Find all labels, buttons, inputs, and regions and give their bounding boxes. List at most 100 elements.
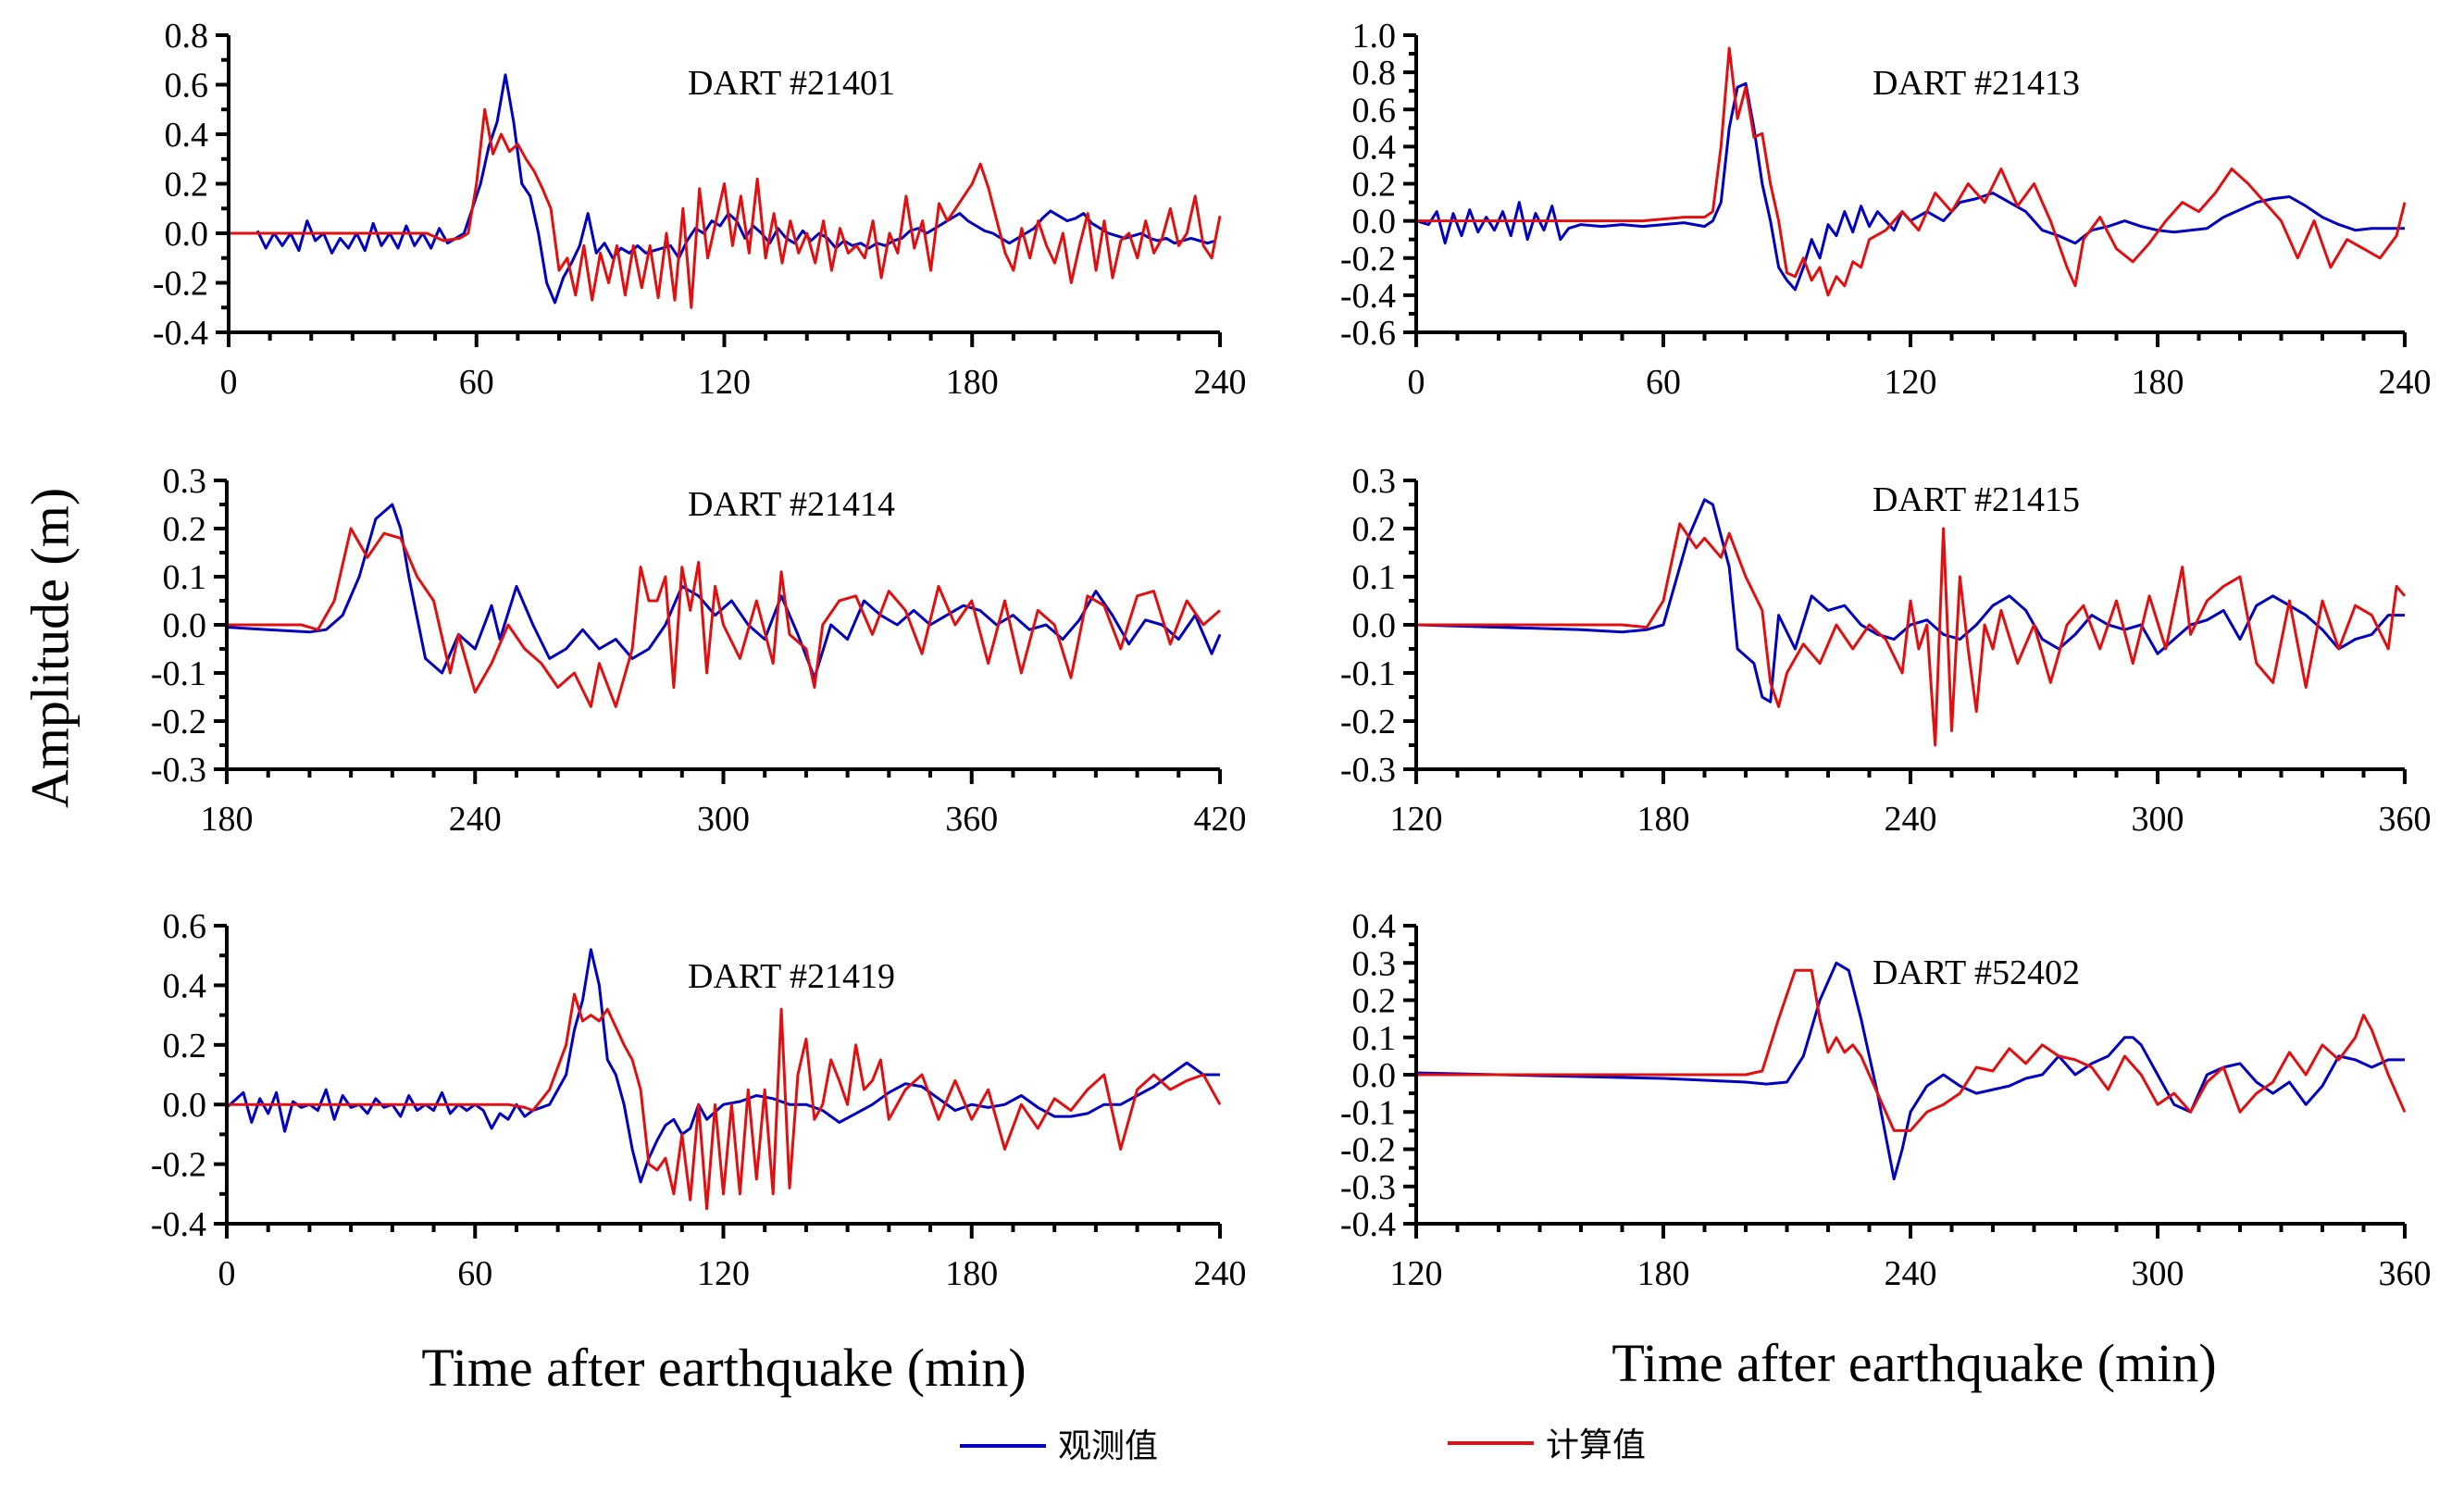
x-tick-label: 60	[1646, 363, 1681, 402]
y-axis-title: Amplitude (m)	[19, 488, 80, 808]
y-tick-label: -0.1	[1340, 1093, 1396, 1132]
panel-1: -0.4 -0.2 0.0 0.2 0.4 0.6 0.8 0 60 120 180 240 DART …	[153, 17, 1247, 402]
y-tick-label: -0.6	[1340, 314, 1396, 353]
x-tick-label: 420	[1194, 800, 1247, 839]
y-tick-label: 0.4	[1352, 128, 1397, 167]
x-axis-title-left: Time after earthquake (min)	[421, 1338, 1026, 1398]
series-computed-line	[1416, 46, 2407, 297]
x-tick-label: 120	[1885, 363, 1937, 402]
y-tick-label: 0.1	[1352, 558, 1397, 597]
y-tick-label: 0.1	[163, 558, 207, 597]
y-tick-label: -0.3	[1340, 1168, 1396, 1207]
panels: -0.4-0.20.00.20.40.60.80 60 120 180 240DART …	[151, 17, 2432, 1293]
series-observed-line	[1415, 961, 2405, 1181]
x-tick-label: 60	[459, 363, 494, 402]
x-tick-label: 300	[2132, 1254, 2184, 1293]
y-tick-label: 0.8	[165, 17, 209, 56]
y-tick-label: 0.6	[1352, 91, 1397, 130]
x-tick-label: 180	[201, 800, 254, 839]
x-tick-label: 180	[2132, 363, 2184, 402]
y-tick-label: 0.8	[1352, 54, 1397, 93]
x-tick-label: 300	[2132, 800, 2184, 839]
x-tick-label: 120	[697, 1254, 750, 1293]
series-computed-line	[229, 107, 1222, 309]
y-tick-label: -0.3	[1340, 751, 1396, 790]
y-tick-label: 1.0	[1352, 17, 1397, 56]
x-tick-label: 240	[2379, 363, 2432, 402]
series-observed-line	[226, 503, 1222, 679]
legend-label-computed: 计算值	[1546, 1426, 1646, 1464]
y-tick-label: 0.6	[163, 907, 207, 946]
y-tick-label: 0.0	[1352, 203, 1397, 242]
series-computed-line	[1416, 968, 2407, 1132]
y-tick-label: -0.2	[153, 265, 208, 304]
x-tick-label: 180	[946, 363, 999, 402]
x-tick-label: 120	[1390, 800, 1443, 839]
x-axis-title-right: Time after earthquake (min)	[1612, 1333, 2216, 1393]
y-tick-label: 0.4	[1352, 907, 1397, 946]
panel-title: DART #52402	[1873, 953, 2080, 992]
y-tick-label: 0.3	[163, 462, 207, 501]
y-tick-label: 0.2	[1352, 166, 1397, 205]
x-tick-label: 360	[945, 800, 998, 839]
x-tick-label: 180	[1637, 800, 1690, 839]
panel-6: -0.4-0.3-0.2-0.10.00.10.20.30.4 120 180 240…	[1340, 907, 2432, 1293]
panel-3: -0.3 -0.2 -0.1 0.0 0.1 0.2 0.3 180 240 300 360 420 D…	[151, 462, 1247, 839]
x-tick-label: 360	[2379, 800, 2432, 839]
y-tick-label: -0.4	[1340, 277, 1396, 316]
x-tick-label: 240	[1194, 1254, 1247, 1293]
legend-label-observed: 观测值	[1058, 1427, 1158, 1465]
y-tick-label: 0.2	[1352, 982, 1397, 1021]
x-tick-label: 240	[449, 800, 502, 839]
x-tick-label: 0	[218, 1254, 236, 1293]
y-tick-label: 0.3	[1352, 944, 1397, 983]
panel-5: -0.4 -0.2 0.0 0.2 0.4 0.6 0 60 120 180 240 DART #21…	[151, 907, 1247, 1293]
y-tick-label: 0.4	[163, 966, 207, 1005]
series-computed-line	[1416, 522, 2407, 747]
series-observed-line	[255, 73, 1216, 305]
x-tick-label: 0	[1408, 363, 1425, 402]
series-computed-line	[227, 527, 1221, 708]
panel-title: DART #21414	[688, 485, 895, 524]
panel-4: -0.3 -0.2 -0.1 0.0 0.1 0.2 0.3 120 180 240 300 360 D…	[1340, 462, 2432, 839]
x-tick-label: 300	[697, 800, 750, 839]
y-tick-label: -0.4	[1340, 1205, 1396, 1244]
y-tick-label: 0.0	[163, 1086, 207, 1125]
y-tick-label: -0.3	[151, 751, 206, 790]
y-tick-label: 0.6	[165, 67, 209, 106]
x-tick-label: 360	[2379, 1254, 2432, 1293]
x-tick-label: 120	[1390, 1254, 1443, 1293]
y-tick-label: -0.1	[151, 654, 206, 693]
x-tick-label: 240	[1885, 1254, 1937, 1293]
panel-title: DART #21401	[688, 64, 895, 103]
y-tick-label: 0.1	[1352, 1019, 1397, 1058]
x-tick-label: 240	[1194, 363, 1247, 402]
series-observed-line	[1415, 81, 2405, 292]
panel-2: -0.6-0.4-0.20.00.20.40.60.81.0 0 60 120 180 2…	[1340, 17, 2432, 402]
y-tick-label: -0.2	[1340, 1131, 1396, 1170]
y-tick-label: 0.2	[1352, 510, 1397, 549]
y-tick-label: -0.4	[151, 1205, 206, 1244]
y-tick-label: -0.2	[151, 703, 206, 741]
x-tick-label: 0	[220, 363, 238, 402]
y-tick-label: 0.0	[1352, 1056, 1397, 1095]
y-tick-label: 0.4	[165, 116, 209, 155]
panel-title: DART #21415	[1873, 480, 2080, 519]
y-tick-label: -0.4	[153, 314, 208, 353]
y-tick-label: -0.2	[151, 1146, 206, 1185]
x-tick-label: 180	[1637, 1254, 1690, 1293]
series-observed-line	[1415, 498, 2405, 704]
y-tick-label: 0.3	[1352, 462, 1397, 501]
x-tick-label: 120	[698, 363, 751, 402]
y-tick-label: 0.0	[163, 606, 207, 645]
y-tick-label: 0.0	[165, 215, 209, 254]
y-tick-label: 0.2	[165, 166, 209, 205]
legend: 观测值 计算值	[960, 1426, 1646, 1465]
series-computed-line	[227, 992, 1222, 1211]
panel-title: DART #21413	[1873, 64, 2080, 103]
y-tick-label: -0.2	[1340, 240, 1396, 279]
x-tick-label: 60	[457, 1254, 492, 1293]
y-tick-label: 0.2	[163, 510, 207, 549]
y-tick-label: -0.2	[1340, 703, 1396, 741]
